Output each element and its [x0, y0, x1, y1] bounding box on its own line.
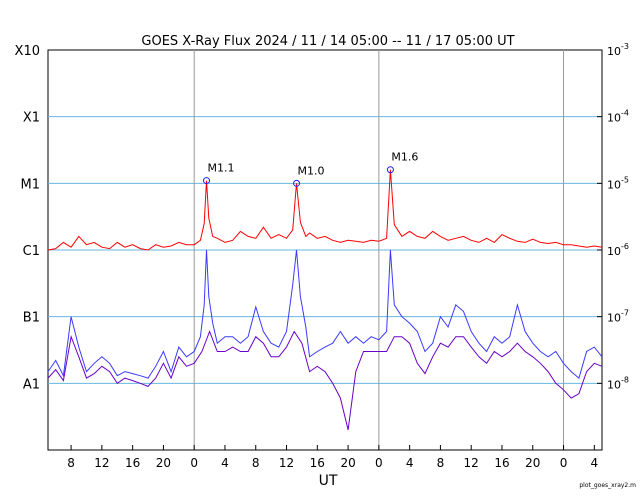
right-axis-label: 10-8: [607, 375, 629, 391]
series-line-1: [47, 249, 603, 379]
left-axis-label: X1: [23, 111, 40, 126]
left-axis-label: X10: [15, 44, 40, 59]
right-axis-label: 10-6: [607, 242, 629, 258]
x-tick-label: 16: [125, 456, 140, 470]
x-tick-label: 8: [67, 456, 75, 470]
series-layer: [47, 169, 603, 431]
x-tick-label: 16: [310, 456, 325, 470]
right-axis-label: 10-3: [607, 42, 629, 58]
x-tick-label: 12: [94, 456, 109, 470]
flare-markers: M1.1 M1.0 M1.6: [203, 151, 418, 187]
chart-title: GOES X-Ray Flux 2024 / 11 / 14 05:00 -- …: [141, 34, 514, 49]
left-axis-label: B1: [23, 311, 40, 326]
flare-marker: [203, 177, 211, 185]
x-tick-label: 4: [406, 456, 414, 470]
flare-marker: [293, 179, 301, 187]
left-axis-label: A1: [23, 377, 40, 392]
flare-label: M1.6: [391, 151, 418, 164]
flare-marker: [386, 166, 394, 174]
x-tick-label: 8: [437, 456, 445, 470]
flare-label: M1.0: [298, 164, 325, 177]
x-tick-label: 0: [190, 456, 198, 470]
x-tick-label: 20: [156, 456, 171, 470]
axis-layer: X10 X1 M1 C1 B1 A1 10-3 10-4 10-5 10-6 10-7 10-8 8 12…: [15, 42, 629, 470]
series-line-2: [47, 330, 603, 431]
series-line-0: [47, 169, 603, 251]
x-tick-label: 4: [221, 456, 229, 470]
left-axis-label: C1: [23, 244, 40, 259]
x-tick-label: 4: [590, 456, 598, 470]
x-tick-label: 12: [464, 456, 479, 470]
left-axis-label: M1: [21, 177, 41, 192]
x-axis-label: UT: [319, 473, 338, 489]
x-tick-label: 8: [252, 456, 260, 470]
right-axis-label: 10-7: [607, 309, 629, 325]
footer-note: plot_goes_xray2.m: [579, 482, 636, 489]
right-axis-label: 10-4: [607, 109, 629, 125]
x-tick-label: 16: [494, 456, 509, 470]
x-tick-label: 20: [340, 456, 355, 470]
x-tick-label: 12: [279, 456, 294, 470]
x-tick-label: 0: [560, 456, 568, 470]
flare-label: M1.1: [208, 162, 235, 175]
right-axis-label: 10-5: [607, 175, 629, 191]
x-tick-label: 20: [525, 456, 540, 470]
x-tick-label: 0: [375, 456, 383, 470]
